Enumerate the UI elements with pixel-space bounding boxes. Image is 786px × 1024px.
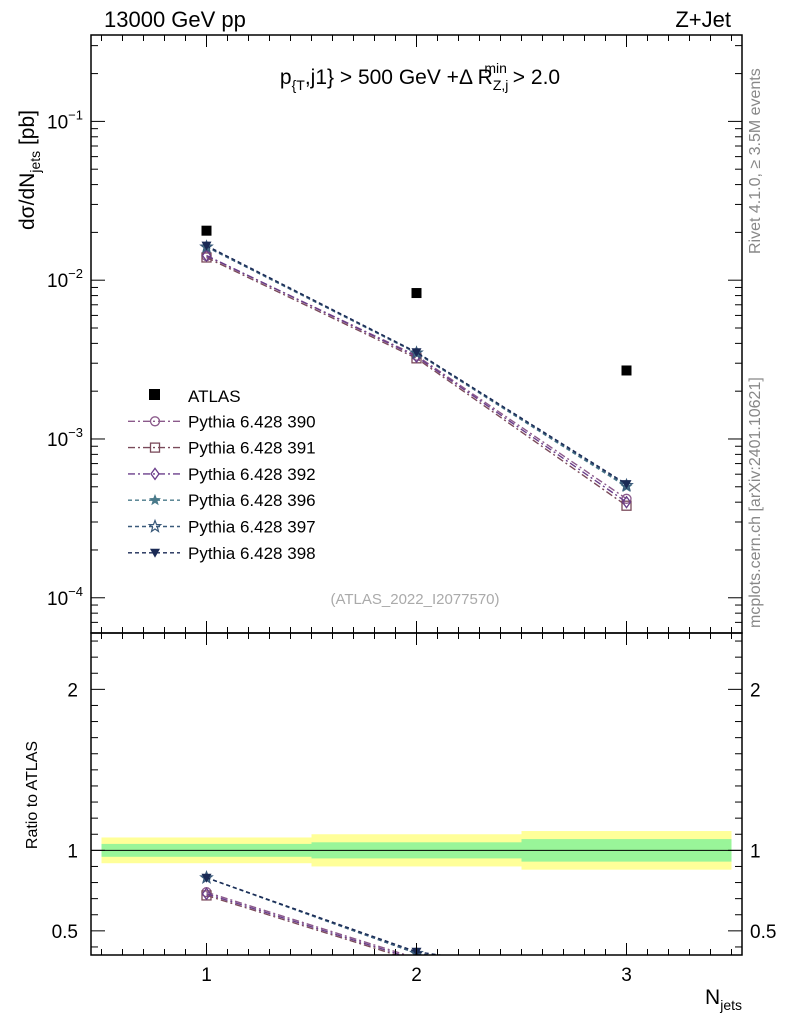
legend: ATLAS Pythia 6.428 390 Pythia 6.428 391 Pyt… [128, 387, 316, 563]
main-y-tick-label: 10−3 [47, 425, 83, 451]
main-y-tick-exponent: −1 [68, 107, 83, 122]
main-y-tick-base: 10 [47, 430, 68, 451]
main-series-marker [621, 500, 632, 511]
ratio-series-marker [201, 887, 212, 901]
beam-label: 13000 GeV pp [104, 7, 246, 32]
main-y-tick-exponent: −4 [68, 584, 83, 599]
legend-label: Pythia 6.428 397 [188, 518, 316, 537]
legend-marker [149, 442, 161, 453]
main-series-line [206, 246, 627, 486]
main-series-line [206, 254, 627, 503]
ratio-ylabel: Ratio to ATLAS [24, 741, 41, 849]
legend-label: Pythia 6.428 392 [188, 465, 316, 484]
x-axis-label-text: N [705, 986, 720, 1009]
ratio-series-marker [201, 873, 212, 883]
x-axis-label: Njets [705, 986, 742, 1013]
legend-label: Pythia 6.428 396 [188, 491, 316, 510]
title-r-sub: Z,j [493, 77, 509, 93]
main-y-tick-base: 10 [47, 271, 68, 292]
legend-marker [147, 518, 163, 533]
title-tail: > 2.0 [507, 66, 560, 89]
title-rest: ,j1} > 500 GeV +Δ R [305, 66, 493, 89]
main-series-marker [201, 241, 212, 251]
rivet-label: Rivet 4.1.0, ≥ 3.5M events [747, 68, 764, 254]
main-ylabel-unit: [pb] [16, 110, 39, 151]
ratio-y-tick-label-right: 2 [750, 680, 761, 701]
legend-label: Pythia 6.428 390 [188, 412, 316, 431]
ratio-series-marker [415, 953, 418, 955]
main-y-tick-label: 10−4 [47, 584, 83, 610]
main-y-tick-label: 10−2 [47, 266, 83, 292]
main-y-tick-base: 10 [47, 589, 68, 610]
main-title: p{T,j1} > 500 GeV +Δ RZ,jmin > 2.0 [280, 60, 560, 93]
main-ylabel: dσ/dNjets [pb] [16, 110, 43, 230]
ratio-y-tick-label-left: 0.5 [52, 922, 78, 943]
main-series-marker [411, 348, 422, 358]
title-sub: {T [292, 77, 306, 93]
main-y-tick-label: 10−1 [47, 107, 83, 133]
ratio-y-tick-label-left: 2 [67, 680, 78, 701]
title-r-sup: min [484, 60, 507, 76]
main-series-line [206, 245, 627, 485]
ratio-frame [90, 632, 743, 956]
data-point [201, 225, 212, 236]
analysis-watermark: (ATLAS_2022_I2077570) [330, 591, 499, 608]
mcplots-label: mcplots.cern.ch [arXiv:2401.10621] [747, 377, 764, 628]
process-label: Z+Jet [675, 7, 731, 32]
legend-marker [149, 416, 161, 427]
ratio-y-tick-label-left: 1 [67, 841, 78, 862]
main-series-line [206, 256, 627, 507]
ratio-y-tick-label-right: 1 [750, 841, 761, 862]
legend-marker [150, 467, 160, 481]
main-series-marker [621, 495, 632, 509]
main-y-tick-base: 10 [47, 112, 68, 133]
main-series-marker [621, 480, 632, 490]
x-tick-label: 1 [201, 965, 212, 986]
main-y-tick-exponent: −2 [68, 266, 83, 281]
legend-data-marker [149, 389, 160, 400]
x-tick-label: 3 [621, 965, 632, 986]
title-p: p [280, 66, 292, 89]
ratio-series-marker [409, 945, 424, 955]
legend-label: Pythia 6.428 391 [188, 439, 316, 458]
legend-label: ATLAS [188, 387, 241, 406]
data-point [621, 365, 632, 376]
legend-marker [148, 493, 162, 506]
x-tick-label: 2 [411, 965, 422, 986]
data-point [411, 288, 422, 299]
main-ylabel-sub: jets [27, 151, 43, 174]
legend-label: Pythia 6.428 398 [188, 544, 316, 563]
legend-marker [150, 548, 160, 558]
main-series-marker [201, 248, 212, 263]
main-y-tick-exponent: −3 [68, 425, 83, 440]
main-plot-area: 10−410−310−210−1 [47, 34, 743, 634]
x-axis-label-sub: jets [719, 997, 742, 1013]
main-ylabel-text: dσ/dN [16, 173, 39, 230]
ratio-y-tick-label-right: 0.5 [750, 922, 776, 943]
ratio-plot-area: 1 2 3 0.5 0.5 1 1 2 2 [52, 632, 776, 986]
